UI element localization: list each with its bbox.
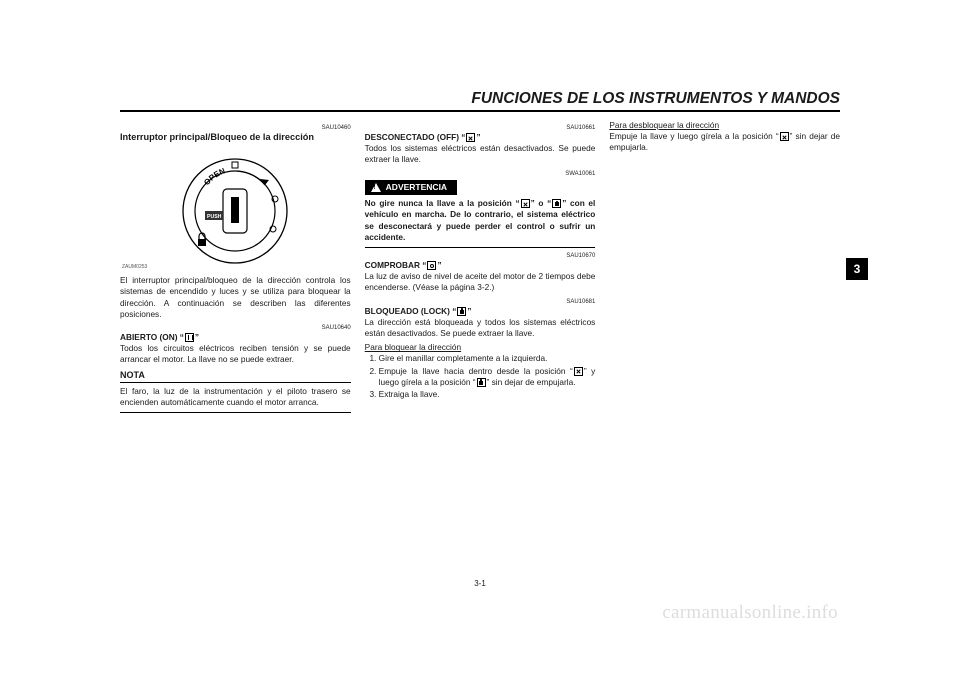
warning-label: ADVERTENCIA [386, 182, 447, 193]
page: FUNCIONES DE LOS INSTRUMENTOS Y MANDOS S… [120, 90, 840, 588]
watermark: carmanualsonline.info [662, 602, 838, 624]
warning-text: No gire nunca la llave a la posición “” … [365, 198, 596, 243]
nota-rule [120, 382, 351, 383]
warning-badge: ADVERTENCIA [365, 180, 457, 195]
lock-steps-list: Gire el manillar completamente a la izqu… [379, 353, 596, 400]
chapter-tab: 3 [846, 258, 868, 280]
svg-text:PUSH: PUSH [207, 214, 222, 220]
off-icon [466, 133, 475, 142]
lock-steps-title: Para bloquear la dirección [365, 342, 461, 352]
lock-icon [477, 378, 486, 387]
check-label: COMPROBAR “” [365, 260, 442, 270]
section-title-main-switch: Interruptor principal/Bloqueo de la dire… [120, 132, 351, 143]
lock-position: BLOQUEADO (LOCK) “” La dirección está bl… [365, 306, 596, 340]
on-text: Todos los circuitos eléctricos reciben t… [120, 343, 351, 364]
list-item: Gire el manillar completamente a la izqu… [379, 353, 596, 364]
ref-code: SAU10661 [365, 124, 596, 132]
oil-icon [427, 261, 436, 270]
list-item: Extraiga la llave. [379, 389, 596, 400]
unlock-title: Para desbloquear la dirección [609, 120, 719, 130]
lock-icon [457, 307, 466, 316]
column-3: Para desbloquear la dirección Empuje la … [609, 120, 840, 415]
on-label: ABIERTO (ON) “” [120, 332, 199, 342]
off-icon [574, 367, 583, 376]
nota-rule-bottom [120, 412, 351, 413]
lock-icon [552, 199, 561, 208]
lock-steps: Para bloquear la dirección Gire el manil… [365, 342, 596, 400]
ref-code: SAU10670 [365, 252, 596, 260]
figure-ref: ZAUM0253 [122, 264, 147, 271]
check-text: La luz de aviso de nivel de aceite del m… [365, 271, 596, 292]
off-icon [521, 199, 530, 208]
ref-code: SWA10061 [365, 170, 596, 178]
ignition-switch-svg: OPEN PUSH [165, 149, 305, 269]
ignition-switch-figure: OPEN PUSH [120, 145, 351, 273]
intro-paragraph: El interruptor principal/bloqueo de la d… [120, 275, 351, 320]
content-columns: SAU10460 Interruptor principal/Bloqueo d… [120, 120, 840, 415]
list-item: Empuje la llave hacia dentro desde la po… [379, 366, 596, 388]
ref-code: SAU10640 [120, 324, 351, 332]
lock-label: BLOQUEADO (LOCK) “” [365, 306, 472, 316]
page-number: 3-1 [120, 579, 840, 588]
nota-block: NOTA El faro, la luz de la instrumentaci… [120, 369, 351, 414]
ref-code: SAU10460 [120, 124, 351, 132]
on-icon [185, 333, 194, 342]
lock-text: La dirección está bloqueada y todos los … [365, 317, 596, 338]
nota-label: NOTA [120, 369, 145, 381]
off-icon [780, 132, 789, 141]
warn-rule [365, 247, 596, 248]
column-2: SAU10661 DESCONECTADO (OFF) “” Todos los… [365, 120, 596, 415]
warning-icon [371, 183, 381, 192]
nota-text: El faro, la luz de la instrumentación y … [120, 386, 351, 408]
unlock-block: Para desbloquear la dirección Empuje la … [609, 120, 840, 154]
page-title: FUNCIONES DE LOS INSTRUMENTOS Y MANDOS [120, 90, 840, 112]
ref-code: SAU10681 [365, 298, 596, 306]
off-text: Todos los sistemas eléctricos están desa… [365, 143, 596, 164]
column-1: SAU10460 Interruptor principal/Bloqueo d… [120, 120, 351, 415]
off-position: DESCONECTADO (OFF) “” Todos los sistemas… [365, 132, 596, 166]
check-position: COMPROBAR “” La luz de aviso de nivel de… [365, 260, 596, 294]
on-position: ABIERTO (ON) “” Todos los circuitos eléc… [120, 332, 351, 366]
off-label: DESCONECTADO (OFF) “” [365, 132, 481, 142]
